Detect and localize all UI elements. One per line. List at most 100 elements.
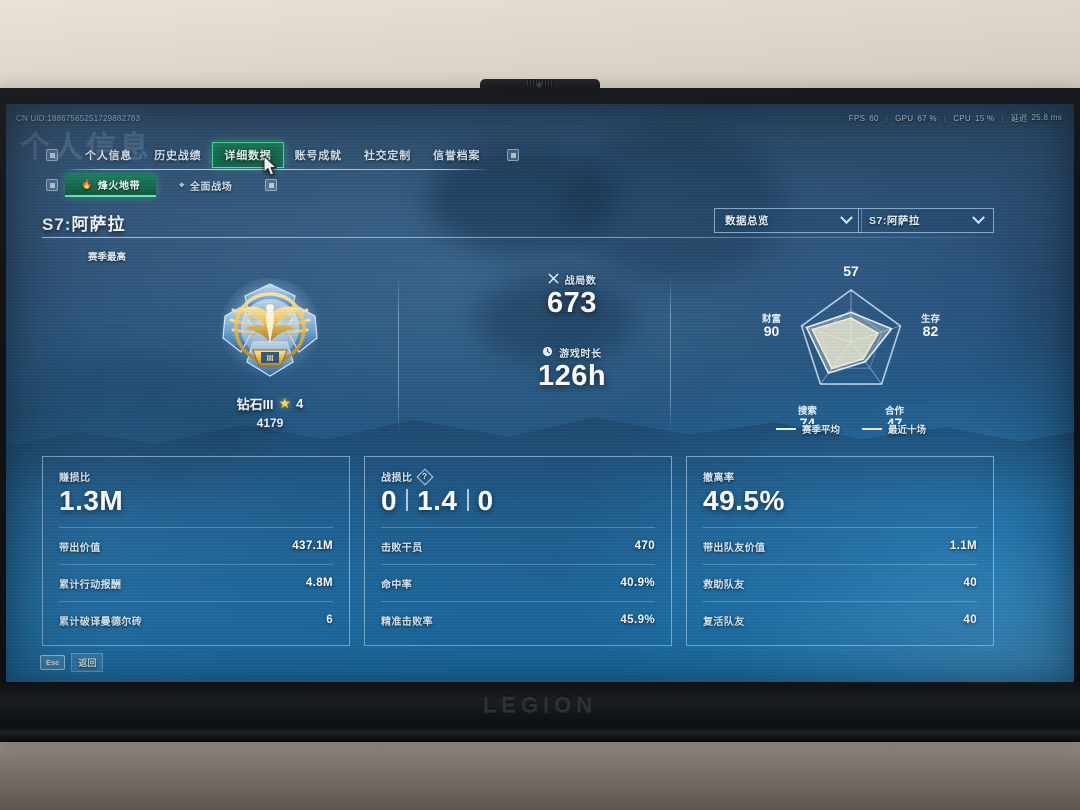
help-icon[interactable]: ? — [416, 468, 433, 485]
sub-tab-bar: 🔥 烽火地带 ⌖ 全面战场 — [46, 173, 278, 197]
legend-recent-ten: 最近十场 — [862, 422, 926, 436]
perf-gpu: GPU 67 % — [895, 114, 937, 123]
season-select-dropdown-value: S7:阿萨拉 — [869, 215, 920, 227]
svg-text:82: 82 — [923, 323, 939, 339]
laptop-hinge — [0, 726, 1080, 742]
playtime-label: 游戏时长 — [559, 349, 602, 361]
stat-row: 累计行动报酬 4.8M — [59, 564, 333, 601]
kd-part-ratio: 1.4 — [417, 485, 458, 516]
performance-radar-chart: 战斗57生存82合作47搜索74财富90 赛季平均 最近十场 — [706, 253, 996, 444]
game-ui-root: CN UID:18867565251729882783 FPS 60 | GPU… — [6, 104, 1074, 684]
card-kill-death-ratio: 战损比 ? 0 1.4 0 击败干员 — [364, 456, 672, 646]
webcam-icon — [536, 82, 544, 89]
kd-part-deaths: 0 — [381, 485, 398, 516]
svg-text:合作: 合作 — [885, 405, 905, 417]
stat-key: 带出价值 — [59, 542, 101, 554]
section-watermark: 个人信息 — [20, 131, 152, 164]
stat-value: 4.8M — [305, 577, 333, 589]
card-rows: 带出队友价值 1.1M 救助队友 40 复活队友 40 — [703, 527, 977, 638]
swords-icon — [547, 272, 559, 287]
clock-icon — [542, 346, 553, 360]
data-overview-dropdown[interactable]: 数据总览 — [714, 208, 862, 233]
perf-cpu: CPU 15 % — [953, 114, 994, 123]
top-status-bar: CN UID:18867565251729882783 FPS 60 | GPU… — [6, 104, 1074, 152]
webcam-notch — [480, 79, 600, 92]
radar-legend: 赛季平均 最近十场 — [706, 422, 996, 436]
stat-value: 40 — [963, 577, 977, 589]
tab-reputation-record[interactable]: 信誉档案 — [433, 150, 481, 162]
card-rows: 带出价值 437.1M 累计行动报酬 4.8M 累计破译曼德尔砖 6 — [59, 527, 333, 638]
card-label-row: 赚损比 — [59, 469, 333, 484]
star-icon: ★ — [278, 395, 292, 411]
stat-row: 精准击败率 45.9% — [381, 601, 655, 638]
card-primary-value: 1.3M — [59, 485, 124, 516]
stat-key: 复活队友 — [703, 616, 745, 628]
laptop-bottom-bezel: LEGION — [0, 682, 1080, 728]
stat-key: 累计破译曼德尔砖 — [59, 616, 143, 628]
stat-row: 带出价值 437.1M — [59, 527, 333, 564]
perf-latency-label: 延迟 — [1010, 114, 1028, 123]
rank-score: 4179 — [256, 416, 284, 430]
tab-personal-info[interactable]: 个人信息 — [85, 150, 133, 162]
radar-chart-svg: 战斗57生存82合作47搜索74财富90 — [761, 253, 941, 431]
tab-achievements[interactable]: 账号成就 — [294, 150, 342, 162]
season-select-dropdown[interactable]: S7:阿萨拉 — [858, 208, 994, 233]
card-label-row: 撤离率 — [703, 469, 977, 484]
summary-region: III 钻石III ★ 4 4179 — [42, 253, 996, 444]
stat-value: 437.1M — [292, 540, 333, 552]
season-best-label: 赛季最高 — [88, 252, 127, 263]
svg-text:57: 57 — [843, 264, 859, 279]
stat-key: 带出队友价值 — [703, 542, 766, 554]
perf-fps-value: 60 — [869, 114, 879, 123]
card-primary-value: 0 1.4 0 — [381, 485, 655, 517]
help-icon-glyph: ? — [421, 471, 428, 481]
legend-season-average: 赛季平均 — [775, 422, 840, 436]
svg-text:搜索: 搜索 — [798, 405, 818, 417]
rank-star-count: 4 — [296, 396, 304, 411]
rank-tier-row: 钻石III ★ 4 — [160, 394, 380, 413]
tab-detailed-stats[interactable]: 详细数据 — [212, 142, 284, 168]
flame-icon: 🔥 — [81, 178, 93, 189]
legend-label: 赛季平均 — [801, 425, 840, 436]
playtime-label-row: 游戏时长 — [462, 345, 682, 360]
subtab-full-battlefield-mode[interactable]: ⌖ 全面战场 — [163, 175, 248, 196]
stat-row: 救助队友 40 — [703, 564, 977, 601]
stat-value: 1.1M — [949, 540, 977, 552]
tab-social-customization[interactable]: 社交定制 — [363, 150, 412, 162]
divider: | — [885, 114, 889, 123]
stat-key: 精准击败率 — [381, 616, 433, 628]
stat-value: 6 — [326, 614, 333, 626]
rank-emblem-icon: III — [211, 272, 329, 390]
prev-subtab-key-icon[interactable] — [46, 179, 58, 191]
perf-fps: FPS 60 — [849, 114, 879, 123]
page-title: S7:阿萨拉 — [42, 215, 126, 234]
subtab-escape-from-tarkov-mode[interactable]: 🔥 烽火地带 — [65, 173, 157, 197]
back-button[interactable]: Esc 返回 — [40, 653, 104, 672]
stat-row: 击败干员 470 — [381, 527, 655, 564]
matches-played-label: 战局数 — [564, 276, 597, 287]
matches-played-value: 673 — [547, 287, 597, 319]
subtab-label: 烽火地带 — [97, 180, 141, 192]
svg-text:90: 90 — [764, 323, 780, 339]
desk-surface — [0, 742, 1080, 810]
svg-text:生存: 生存 — [921, 313, 941, 325]
account-uid: CN UID:18867565251729882783 — [16, 114, 141, 123]
tab-match-history[interactable]: 历史战绩 — [154, 150, 202, 162]
svg-text:III: III — [267, 354, 274, 363]
crosshair-icon: ⌖ — [179, 179, 185, 190]
esc-key-icon: Esc — [40, 655, 66, 670]
card-extraction-rate: 撤离率 49.5% 带出队友价值 1.1M 救助队友 40 — [686, 456, 994, 646]
perf-gpu-label: GPU — [895, 114, 914, 123]
chevron-down-icon — [840, 211, 853, 225]
center-stats-block: 战局数 673 游戏时长 — [462, 272, 682, 393]
stat-key: 救助队友 — [703, 579, 745, 591]
next-tab-key-icon[interactable] — [507, 149, 520, 161]
stat-row: 复活队友 40 — [703, 601, 977, 638]
kd-part-assists: 0 — [477, 485, 494, 516]
perf-fps-label: FPS — [848, 114, 866, 123]
legend-swatch — [862, 428, 882, 430]
prev-tab-key-icon[interactable] — [46, 149, 58, 161]
back-button-label: 返回 — [71, 653, 104, 672]
next-subtab-key-icon[interactable] — [265, 179, 278, 191]
primary-tab-bar: 个人信息 历史战绩 详细数据 账号成就 社交定制 信誉档案 — [46, 142, 520, 170]
